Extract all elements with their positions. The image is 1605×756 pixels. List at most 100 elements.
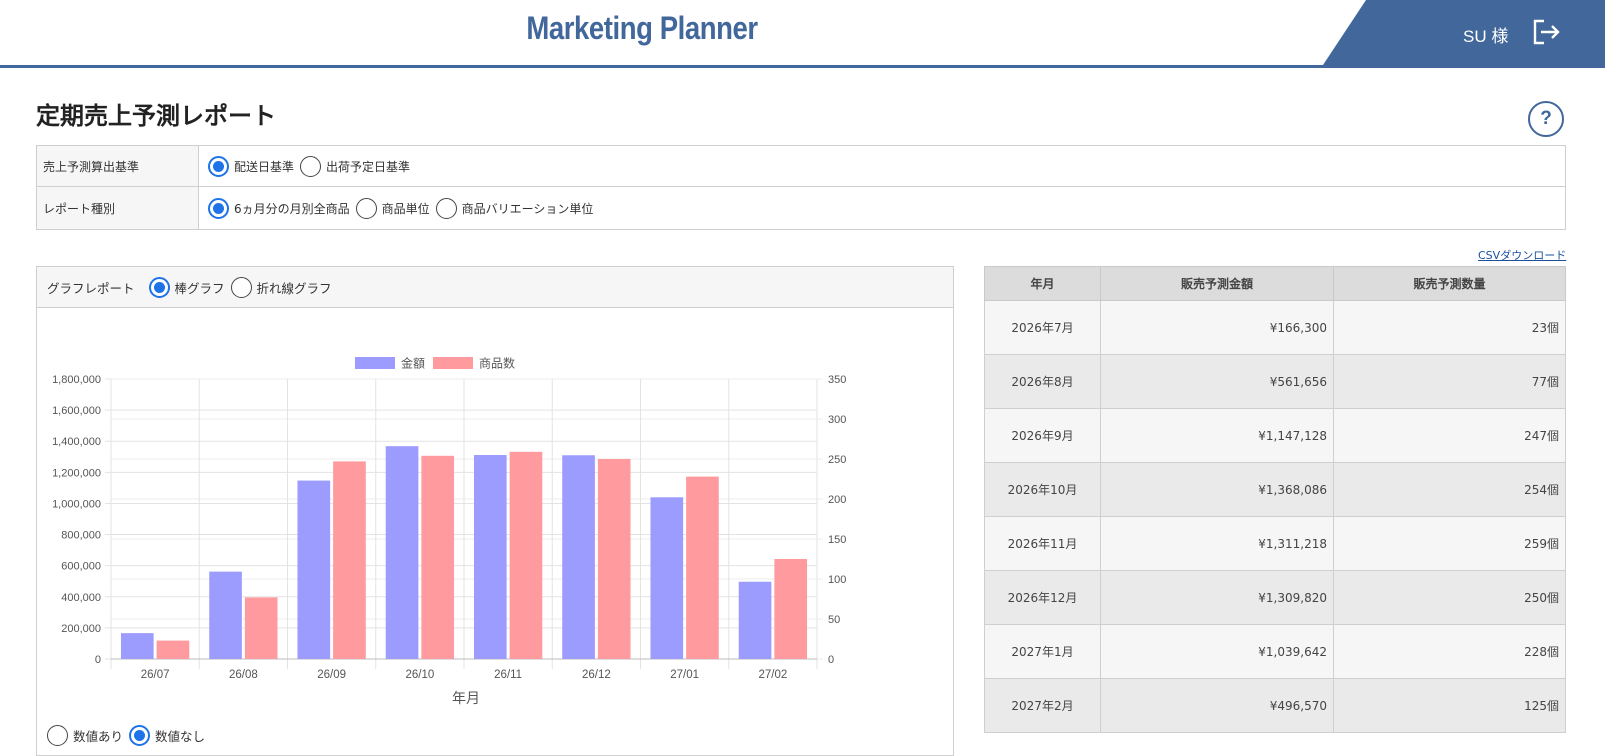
cell-amount: ¥166,300 (1100, 300, 1334, 355)
cell-amount: ¥561,656 (1100, 354, 1334, 409)
bar-amount (473, 455, 507, 659)
bar-quantity (774, 559, 808, 659)
report-type-label: レポート種別 (37, 187, 199, 229)
table-row: 2027年1月 ¥1,039,642 228個 (984, 624, 1566, 679)
logout-icon[interactable] (1531, 17, 1561, 47)
table-row: 2026年8月 ¥561,656 77個 (984, 354, 1566, 409)
page-title: 定期売上予測レポート (36, 102, 276, 130)
bar-amount (120, 633, 154, 659)
table-row: 2027年2月 ¥496,570 125個 (984, 678, 1566, 733)
table-row: 2026年11月 ¥1,311,218 259個 (984, 516, 1566, 571)
bar-quantity (597, 459, 631, 659)
report-type-option-monthly[interactable]: 6ヵ月分の月別全商品 (208, 197, 350, 219)
x-tick-label: 26/07 (141, 669, 170, 681)
y-tick-label-left: 1,400,000 (52, 436, 101, 448)
bar-amount (650, 497, 684, 659)
report-type-option-variation[interactable]: 商品バリエーション単位 (435, 197, 593, 219)
x-tick-label: 26/11 (494, 669, 522, 681)
cell-month: 2026年10月 (984, 462, 1101, 517)
bar-quantity (686, 476, 719, 659)
y-tick-label-left: 200,000 (61, 623, 101, 635)
csv-download-link[interactable]: CSVダウンロード (1478, 249, 1567, 262)
bar-quantity (156, 640, 190, 659)
cell-amount: ¥1,039,642 (1100, 624, 1334, 679)
radio-selected-icon[interactable] (129, 725, 151, 746)
y-tick-label-right: 50 (828, 614, 840, 626)
chart-type-bar[interactable]: 棒グラフ (148, 276, 225, 298)
table-row: 2026年12月 ¥1,309,820 250個 (984, 570, 1566, 625)
radio-icon[interactable] (355, 197, 377, 219)
radio-selected-icon[interactable] (208, 155, 229, 177)
y-tick-label-right: 300 (828, 414, 846, 426)
cell-quantity: 254個 (1333, 462, 1566, 517)
cell-month: 2027年1月 (984, 624, 1101, 679)
legend-swatch-quantity (433, 357, 473, 369)
y-tick-label-right: 100 (828, 574, 846, 586)
chart-panel-label: グラフレポート (47, 280, 135, 296)
cell-quantity: 259個 (1333, 516, 1566, 571)
cell-quantity: 125個 (1333, 678, 1566, 733)
bar-amount (297, 480, 331, 659)
radio-icon[interactable] (47, 725, 68, 746)
basis-option-shipping[interactable]: 出荷予定日基準 (300, 155, 410, 177)
cell-month: 2026年11月 (984, 516, 1101, 571)
basis-row: 売上予測算出基準 配送日基準 出荷予定日基準 (37, 146, 1565, 187)
basis-option-delivery[interactable]: 配送日基準 (208, 155, 294, 177)
report-settings: 売上予測算出基準 配送日基準 出荷予定日基準 レポート種別 6ヵ月分の月別全商品… (36, 145, 1566, 230)
chart-panel: グラフレポート 棒グラフ 折れ線グラフ 1,800,000 1,600,000 1,… (36, 266, 954, 756)
brand-title: Marketing Planner (526, 10, 758, 46)
cell-month: 2026年8月 (984, 354, 1101, 409)
cell-amount: ¥1,147,128 (1100, 408, 1334, 463)
cell-month: 2026年12月 (984, 570, 1101, 625)
table-row: 2026年10月 ¥1,368,086 254個 (984, 462, 1566, 517)
column-header-amount: 販売予測金額 (1100, 266, 1334, 301)
y-tick-label-right: 150 (828, 534, 846, 546)
value-toggle-show[interactable]: 数値あり (47, 725, 123, 746)
bar-quantity (333, 461, 366, 659)
cell-quantity: 250個 (1333, 570, 1566, 625)
cell-quantity: 23個 (1333, 300, 1566, 355)
x-tick-label: 27/02 (758, 669, 787, 681)
cell-month: 2026年7月 (984, 300, 1101, 355)
x-axis-label: 年月 (452, 691, 480, 707)
cell-amount: ¥1,311,218 (1100, 516, 1334, 571)
value-toggle-hide[interactable]: 数値なし (129, 725, 205, 746)
y-tick-label-left: 800,000 (61, 530, 101, 542)
table-row: 2026年9月 ¥1,147,128 247個 (984, 408, 1566, 463)
radio-icon[interactable] (230, 276, 252, 298)
bar-amount (562, 455, 595, 659)
bar-quantity (421, 455, 455, 659)
bar-amount (738, 581, 772, 659)
value-toggle: 数値あり 数値なし (47, 725, 211, 746)
report-type-row: レポート種別 6ヵ月分の月別全商品 商品単位 商品バリエーション単位 (37, 187, 1565, 229)
forecast-table: 年月 販売予測金額 販売予測数量 2026年7月 ¥166,300 23個 2026年… (984, 266, 1566, 733)
cell-amount: ¥1,309,820 (1100, 570, 1334, 625)
help-button[interactable]: ? (1528, 101, 1564, 137)
legend-label-amount: 金額 (401, 356, 425, 371)
y-tick-label-right: 250 (828, 454, 846, 466)
legend-label-quantity: 商品数 (479, 356, 515, 371)
app-header: Marketing Planner SU 様 (0, 0, 1605, 68)
table-row: 2026年7月 ¥166,300 23個 (984, 300, 1566, 355)
y-tick-label-left: 1,000,000 (52, 498, 101, 510)
y-tick-label-left: 1,800,000 (52, 374, 101, 386)
y-tick-label-left: 600,000 (61, 561, 101, 573)
report-type-option-product[interactable]: 商品単位 (355, 197, 430, 219)
user-panel: SU 様 (1321, 0, 1605, 68)
radio-icon[interactable] (300, 155, 322, 177)
bar-amount (385, 446, 419, 659)
bar-chart: 1,800,000 1,600,000 1,400,000 1,200,000 1,00… (52, 356, 846, 708)
table-header-row: 年月 販売予測金額 販売予測数量 (984, 266, 1566, 301)
y-tick-label-left: 1,600,000 (52, 405, 101, 417)
basis-options: 配送日基準 出荷予定日基準 (199, 146, 1565, 186)
cell-quantity: 247個 (1333, 408, 1566, 463)
radio-selected-icon[interactable] (208, 197, 229, 219)
cell-amount: ¥1,368,086 (1100, 462, 1334, 517)
chart-type-line[interactable]: 折れ線グラフ (230, 276, 332, 298)
x-tick-label: 26/09 (317, 669, 346, 681)
radio-selected-icon[interactable] (148, 276, 170, 298)
radio-icon[interactable] (435, 197, 457, 219)
x-tick-label: 26/12 (582, 669, 611, 681)
y-tick-label-left: 1,200,000 (52, 467, 101, 479)
cell-month: 2026年9月 (984, 408, 1101, 463)
